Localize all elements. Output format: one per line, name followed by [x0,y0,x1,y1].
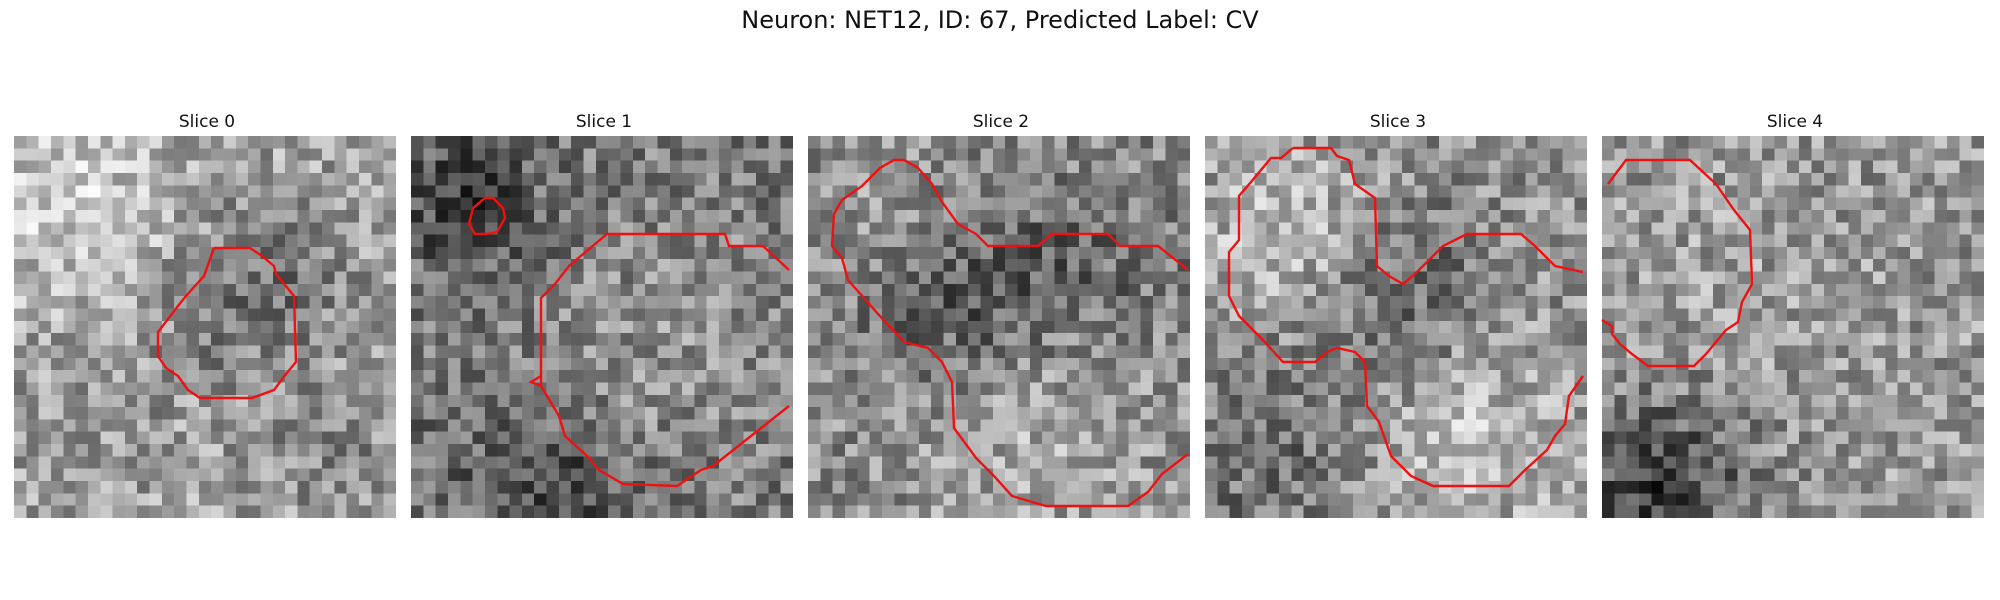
slice-image-3 [1205,136,1587,518]
roi-contour-3 [1227,146,1584,488]
slice-title-0: Slice 0 [178,112,236,132]
slice-panel-2: Slice 2 [808,108,1194,518]
slice-panel-0: Slice 0 [14,108,400,518]
roi-contour-4 [1601,158,1754,368]
slice-panel-1: Slice 1 [411,108,797,518]
slice-title-1: Slice 1 [575,112,633,132]
slice-image-2 [808,136,1190,518]
slice-title-4: Slice 4 [1766,112,1824,132]
slice-panel-3: Slice 3 [1205,108,1591,518]
slice-title-2: Slice 2 [972,112,1030,132]
slice-image-4 [1602,136,1984,518]
slice-panel-4: Slice 4 [1601,108,1988,518]
slice-image-0 [14,136,396,518]
figure-title: Neuron: NET12, ID: 67, Predicted Label: … [741,6,1259,34]
roi-contour-0 [156,246,298,400]
slice-title-3: Slice 3 [1369,112,1427,132]
roi-contour-1 [467,196,790,488]
roi-contour-2 [830,158,1189,508]
